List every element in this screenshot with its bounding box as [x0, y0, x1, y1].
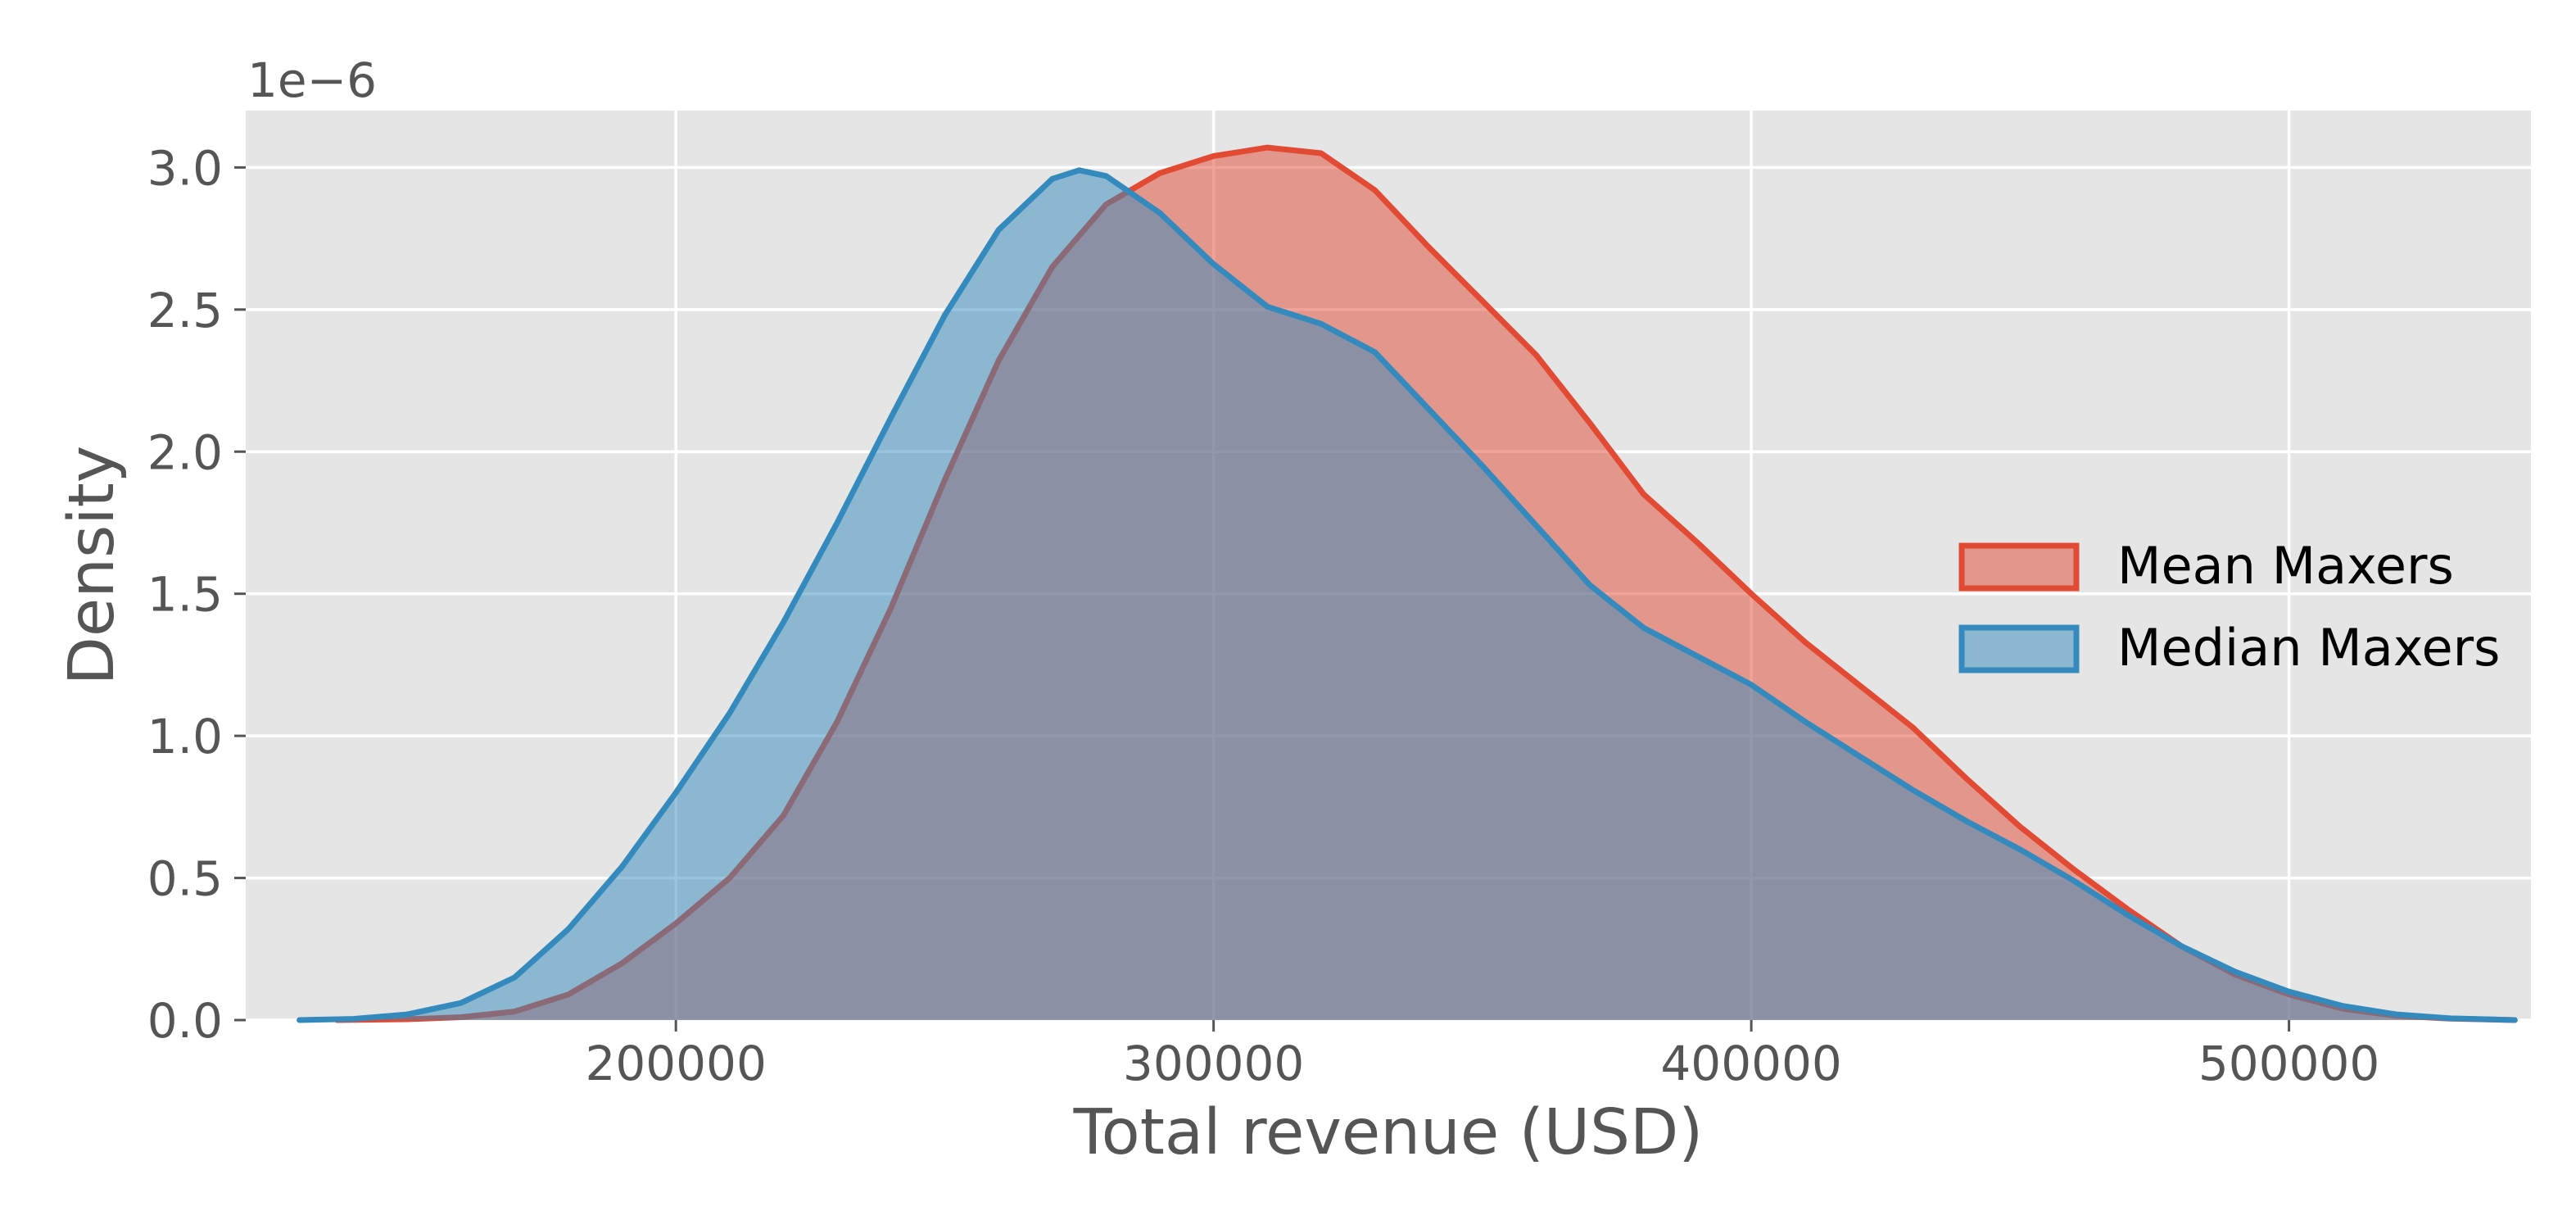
series-line-median-maxers: [297, 167, 2518, 1023]
axis-layer: 200000 300000 400000 500000 0.0 0.5 1.0 1.5 2.0 2…: [147, 140, 2380, 1091]
y-tick-label: 0.0: [147, 993, 223, 1049]
series-layer: [297, 144, 2518, 1023]
y-tick-label: 1.0: [147, 709, 223, 764]
legend-label-median-maxers: Median Maxers: [2117, 618, 2500, 678]
y-tick-label: 1.5: [147, 567, 223, 623]
y-tick-label: 2.0: [147, 424, 223, 480]
y-axis-title: Density: [56, 446, 129, 686]
legend-swatch-median-maxers: [1958, 624, 2080, 673]
x-axis-title: Total revenue (USD): [1073, 1096, 1704, 1169]
x-tick-label: 200000: [585, 1036, 766, 1091]
series-area-median-maxers: [299, 170, 2515, 1020]
legend-swatch-mean-maxers: [1958, 542, 2080, 592]
y-tick-label: 0.5: [147, 851, 223, 907]
x-tick-label: 300000: [1123, 1036, 1304, 1091]
legend: Mean Maxers Median Maxers: [1958, 536, 2500, 678]
y-tick-label: 3.0: [147, 140, 223, 196]
y-offset-label: 1e−6: [247, 52, 377, 108]
x-tick-label: 500000: [2198, 1036, 2379, 1091]
x-tick-label: 400000: [1660, 1036, 1841, 1091]
y-tick-label: 2.5: [147, 283, 223, 338]
legend-label-mean-maxers: Mean Maxers: [2117, 536, 2454, 596]
